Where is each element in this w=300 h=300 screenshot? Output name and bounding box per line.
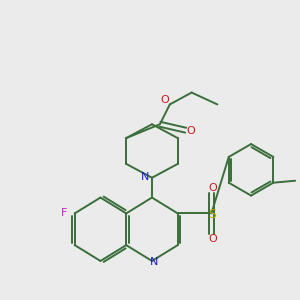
- Text: O: O: [186, 126, 195, 136]
- Text: N: N: [150, 257, 158, 267]
- Text: F: F: [61, 208, 67, 218]
- Text: S: S: [208, 208, 216, 221]
- Text: O: O: [208, 183, 217, 193]
- Text: O: O: [160, 95, 169, 106]
- Text: N: N: [141, 172, 149, 182]
- Text: O: O: [208, 234, 217, 244]
